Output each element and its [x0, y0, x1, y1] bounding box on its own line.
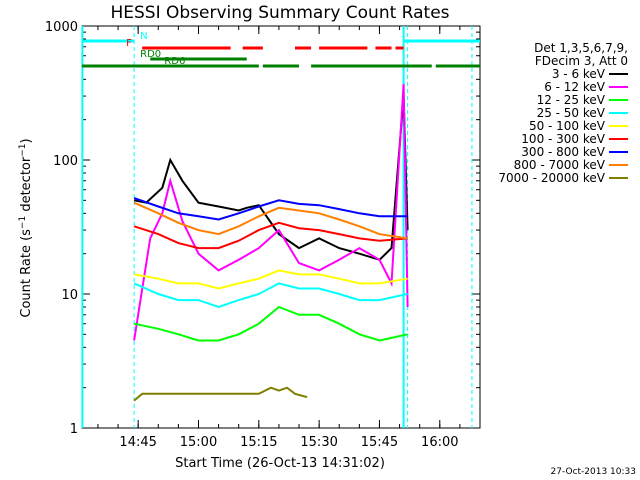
legend-header: FDecim 3, Att 0	[535, 54, 628, 68]
series-line	[133, 305, 408, 342]
legend-header: Det 1,3,5,6,7,9,	[534, 41, 628, 55]
flag-label: F	[126, 38, 132, 49]
y-axis-label: Count Rate (s−1 detector−1)	[18, 138, 34, 317]
series-line	[133, 197, 408, 221]
chart-title: HESSI Observing Summary Count Rates	[110, 3, 449, 23]
legend-label: 6 - 12 keV	[544, 80, 606, 94]
legend-label: 800 - 7000 keV	[514, 158, 606, 172]
legend-label: 12 - 25 keV	[537, 93, 606, 107]
legend-label: 300 - 800 keV	[521, 145, 605, 159]
y-tick-label: 100	[53, 154, 78, 169]
legend-label: 100 - 300 keV	[521, 132, 605, 146]
series-line	[133, 386, 308, 402]
legend-label: 25 - 50 keV	[537, 106, 606, 120]
x-tick-label: 15:30	[300, 435, 337, 450]
legend: Det 1,3,5,6,7,9,FDecim 3, Att 03 - 6 keV…	[498, 41, 628, 185]
y-tick-label: 1	[70, 422, 78, 437]
y-tick-label: 1000	[45, 20, 78, 35]
flag-label: RD6	[164, 56, 185, 67]
legend-label: 7000 - 20000 keV	[498, 171, 605, 185]
x-tick-label: 15:15	[240, 435, 277, 450]
legend-label: 3 - 6 keV	[552, 67, 606, 81]
x-tick-label: 15:45	[361, 435, 398, 450]
y-tick-label: 10	[61, 288, 78, 303]
plot-area: 1 10 100 1000 14:45 15:00 15:15 15:30 15:45 16:00…	[45, 20, 481, 450]
flag-label: RD0	[140, 49, 161, 60]
timestamp: 27-Oct-2013 10:33	[551, 467, 636, 477]
x-axis-label: Start Time (26-Oct-13 14:31:02)	[175, 456, 385, 471]
x-tick-label: 14:45	[119, 435, 156, 450]
series-line	[133, 269, 408, 290]
series-line	[133, 221, 408, 250]
x-tick-label: 15:00	[180, 435, 217, 450]
flag-label: N	[140, 31, 147, 42]
plot-frame	[81, 25, 481, 429]
series-line	[133, 282, 408, 309]
legend-label: 50 - 100 keV	[529, 119, 606, 133]
x-tick-label: 16:00	[421, 435, 458, 450]
series-line	[133, 96, 409, 261]
series-line	[133, 83, 409, 341]
series-line	[133, 201, 408, 240]
